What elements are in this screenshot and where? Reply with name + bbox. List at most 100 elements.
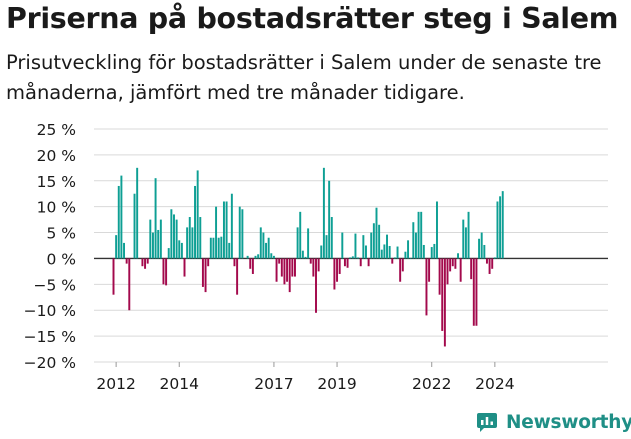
bar [454,258,457,269]
bar [112,258,115,295]
bar [186,227,189,259]
bar [393,257,396,259]
bar [128,258,131,311]
x-tick-label: 2014 [160,375,199,393]
bar [380,249,383,259]
bar [351,256,354,259]
bar [496,201,499,259]
bar [485,258,488,264]
bar [217,237,220,259]
bar [417,211,420,259]
bar [286,258,289,282]
bar [499,196,502,259]
bar [228,242,231,259]
bar [480,232,483,259]
bar [120,175,123,259]
bar [144,258,147,269]
bar [233,258,236,267]
bar [280,258,283,277]
bar [362,235,365,259]
bar [196,170,199,259]
bar [430,247,433,259]
bar [391,258,394,264]
bar [259,227,262,259]
bar [409,257,412,259]
bar [422,244,425,259]
bar [288,258,291,293]
bar [404,251,407,259]
bar [301,250,304,259]
bar [162,258,165,285]
bar [170,209,173,259]
bar-chart: 25 % 20 % 15 % 10 % 5 % 0 % −5 % −10 % −15 % −20 … [24,0,608,393]
bar [372,223,375,259]
bar [236,258,239,295]
bar [433,243,436,259]
bar [388,246,391,259]
bar [365,245,367,259]
bar [257,254,260,259]
bar [157,229,160,259]
x-axis-ticks: 2012 2014 2017 2019 2022 2024 [96,362,515,393]
bar [488,258,491,274]
bar [294,258,296,277]
bar [207,258,210,267]
bar [343,258,346,267]
bar [272,255,275,259]
bar [251,258,254,274]
bar [378,224,381,259]
chart-subtitle: Prisutveckling för bostadsrätter i Salem… [6,51,602,104]
y-tick-label: 20 % [37,147,76,165]
x-tick-label: 2019 [317,375,356,393]
bar [370,232,373,259]
y-tick-label: −15 % [24,328,76,346]
y-tick-label: −5 % [33,276,76,294]
bar [412,222,415,259]
bar [346,258,349,268]
bar [183,258,186,277]
bar [436,201,438,259]
bar [401,258,404,272]
bar [136,167,139,259]
bar [270,253,273,259]
bar [175,219,178,259]
bar [146,258,149,264]
bar [275,258,278,282]
bar [278,258,281,264]
bar [459,258,462,282]
bar [159,219,162,259]
gridlines [94,128,608,363]
bar [449,258,452,272]
bar [357,257,360,259]
bar [443,258,446,347]
bar [167,248,170,259]
chart-title: Priserna på bostadsrätter steg i Salem [6,2,619,35]
y-tick-label: −10 % [24,302,76,320]
brand-name: Newsworthy [506,411,631,433]
y-tick-label: 5 % [46,225,76,243]
bar [386,234,388,259]
bar [441,258,444,331]
x-tick-label: 2012 [96,375,135,393]
bar [125,258,128,264]
bar [230,193,233,259]
bar [467,211,470,259]
bar [115,235,118,259]
bar [491,258,494,269]
bar [451,258,454,267]
y-tick-label: −20 % [24,354,76,372]
bar [470,258,473,280]
bar [383,244,386,259]
bar [414,232,417,259]
bar [299,211,302,259]
bar [317,258,320,272]
bar [209,237,212,259]
bar [204,258,207,293]
bar [249,258,252,269]
x-tick-label: 2017 [254,375,293,393]
bar [425,258,428,316]
bar [191,227,194,259]
bar [336,258,339,282]
bar [478,238,481,259]
bar [178,240,181,259]
